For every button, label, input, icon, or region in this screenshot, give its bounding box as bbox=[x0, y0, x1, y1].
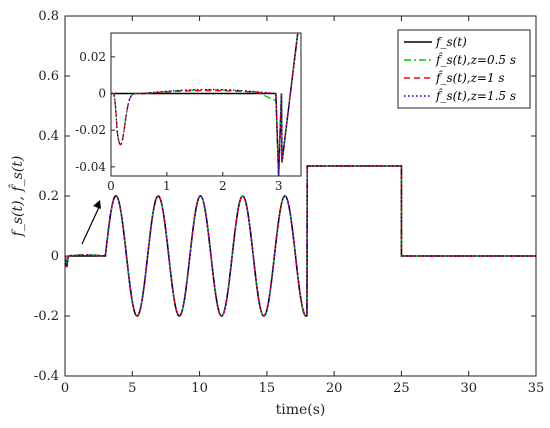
inset-x-tick-label: 1 bbox=[163, 179, 171, 193]
inset-plot-area bbox=[110, 32, 302, 177]
zoom-arrow-line bbox=[81, 204, 101, 245]
x-tick-label: 5 bbox=[128, 381, 136, 396]
series-line-2 bbox=[64, 165, 536, 317]
inset-x-tick-label: 2 bbox=[219, 179, 227, 193]
x-tick-label: 10 bbox=[191, 381, 208, 396]
y-tick-label: -0.2 bbox=[34, 309, 59, 324]
y-tick-label: 0.4 bbox=[38, 129, 59, 144]
x-tick-label: 15 bbox=[259, 381, 276, 396]
y-tick-label: 0.2 bbox=[38, 189, 59, 204]
x-tick-label: 0 bbox=[61, 381, 69, 396]
inset-y-tick-label: -0.02 bbox=[75, 123, 106, 137]
inset-x-tick-label: 3 bbox=[275, 179, 283, 193]
inset-y-tick-label: -0.04 bbox=[75, 160, 106, 174]
legend-label-2: f̂_s(t),z=1 s bbox=[435, 69, 505, 85]
y-tick-label: -0.4 bbox=[34, 369, 59, 384]
x-tick-label: 20 bbox=[326, 381, 343, 396]
x-tick-label: 35 bbox=[528, 381, 545, 396]
x-tick-label: 25 bbox=[393, 381, 410, 396]
legend-box bbox=[397, 29, 531, 109]
y-tick-label: 0.6 bbox=[38, 69, 59, 84]
legend-label-0: f_s(t) bbox=[435, 35, 467, 49]
inset-y-tick-label: 0 bbox=[98, 87, 106, 101]
series-line-3 bbox=[64, 165, 536, 317]
zoom-arrow-head bbox=[93, 200, 101, 209]
y-tick-label: 0.8 bbox=[38, 9, 59, 24]
legend: f_s(t) f̂_s(t),z=0.5 s f̂_s(t),z=1 s f̂_s(t… bbox=[397, 29, 531, 109]
y-tick-label: 0 bbox=[51, 249, 59, 264]
inset-x-tick-label: 0 bbox=[107, 179, 115, 193]
legend-label-3: f̂_s(t),z=1.5 s bbox=[435, 87, 516, 103]
inset-series-line-3 bbox=[111, 33, 299, 176]
y-axis-label: f_s(t), f̂_s(t) bbox=[8, 156, 26, 238]
x-tick-label: 30 bbox=[460, 381, 477, 396]
inset-chart: 0 1 2 3 -0.04 -0.02 0 0.02 bbox=[75, 32, 302, 193]
legend-label-1: f̂_s(t),z=0.5 s bbox=[435, 51, 516, 67]
x-axis-label: time(s) bbox=[276, 402, 326, 418]
inset-y-tick-label: 0.02 bbox=[79, 50, 106, 64]
